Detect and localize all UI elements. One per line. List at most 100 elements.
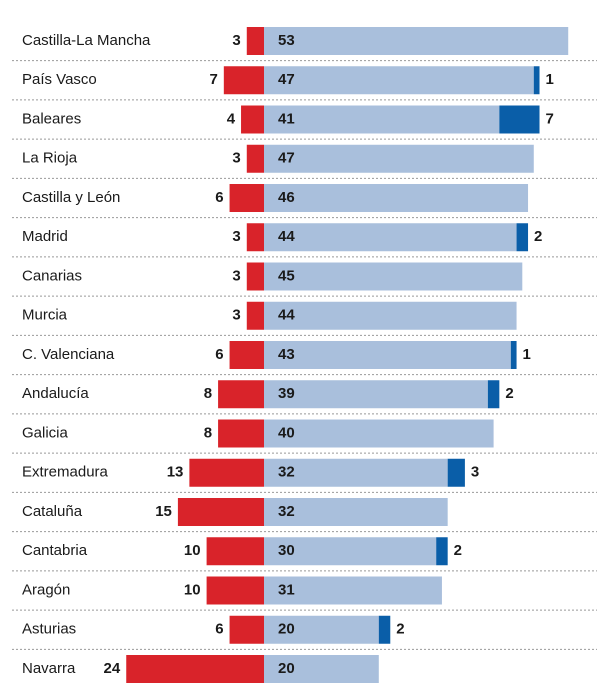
value-label: 3 <box>232 307 240 324</box>
value-label: 40 <box>278 424 295 441</box>
value-label: 15 <box>155 503 172 520</box>
category-label: Aragón <box>22 581 70 598</box>
bar <box>177 498 264 526</box>
value-label: 3 <box>471 464 479 481</box>
value-label: 2 <box>534 228 542 245</box>
bar <box>264 537 437 566</box>
value-label: 41 <box>278 110 295 127</box>
bar <box>264 615 379 644</box>
bar <box>447 458 465 487</box>
value-label: 8 <box>204 385 212 402</box>
value-label: 44 <box>278 307 295 324</box>
bar <box>126 655 265 683</box>
value-label: 4 <box>227 110 236 127</box>
bar <box>264 655 379 683</box>
bar <box>241 105 264 134</box>
value-label: 6 <box>215 189 223 206</box>
bar <box>487 380 500 409</box>
bar <box>246 144 264 173</box>
category-label: Navarra <box>22 660 76 677</box>
value-label: 24 <box>104 660 121 677</box>
value-label: 39 <box>278 385 295 402</box>
value-label: 31 <box>278 581 295 598</box>
category-label: Cantabria <box>22 542 88 559</box>
bar <box>206 537 264 566</box>
category-label: País Vasco <box>22 71 97 88</box>
bar <box>264 458 448 487</box>
value-label: 6 <box>215 346 223 363</box>
value-label: 32 <box>278 503 295 520</box>
bar <box>378 615 391 644</box>
bar <box>218 380 264 409</box>
bar <box>510 341 517 369</box>
bar <box>264 341 511 369</box>
category-label: C. Valenciana <box>22 346 115 363</box>
bar <box>246 223 264 252</box>
category-label: Baleares <box>22 110 81 127</box>
value-label: 53 <box>278 32 295 49</box>
category-label: Murcia <box>22 307 68 324</box>
value-label: 47 <box>278 150 295 167</box>
bar <box>264 184 529 212</box>
category-label: Canarias <box>22 267 82 284</box>
category-label: Cataluña <box>22 503 83 520</box>
bar <box>246 301 264 330</box>
bar <box>264 498 448 526</box>
bar <box>264 27 569 55</box>
bar <box>516 223 529 252</box>
bar <box>264 144 534 173</box>
value-label: 3 <box>232 150 240 167</box>
value-label: 47 <box>278 71 295 88</box>
bar <box>189 458 264 487</box>
bar <box>264 419 494 448</box>
value-label: 3 <box>232 228 240 245</box>
value-label: 43 <box>278 346 295 363</box>
bar <box>264 223 517 252</box>
value-label: 32 <box>278 464 295 481</box>
category-label: Castilla-La Mancha <box>22 32 151 49</box>
bar <box>264 380 488 409</box>
category-label: Extremadura <box>22 464 109 481</box>
bar <box>264 262 523 291</box>
value-label: 2 <box>396 621 404 638</box>
value-label: 3 <box>232 32 240 49</box>
value-label: 6 <box>215 621 223 638</box>
bar <box>264 66 534 95</box>
bar <box>499 105 540 134</box>
value-label: 10 <box>184 542 201 559</box>
value-label: 10 <box>184 581 201 598</box>
bar <box>223 66 264 95</box>
value-label: 7 <box>209 71 217 88</box>
value-label: 44 <box>278 228 295 245</box>
value-label: 1 <box>546 71 554 88</box>
value-label: 20 <box>278 621 295 638</box>
category-label: Asturias <box>22 621 76 638</box>
value-label: 45 <box>278 267 295 284</box>
value-label: 7 <box>546 110 554 127</box>
bar <box>229 341 264 369</box>
category-label: Castilla y León <box>22 189 120 206</box>
value-label: 3 <box>232 267 240 284</box>
category-label: Galicia <box>22 424 69 441</box>
bar <box>229 184 264 212</box>
category-label: Andalucía <box>22 385 89 402</box>
value-label: 8 <box>204 424 212 441</box>
value-label: 2 <box>454 542 462 559</box>
category-label: La Rioja <box>22 150 78 167</box>
bar <box>246 27 264 55</box>
bar <box>533 66 540 95</box>
bar <box>206 576 264 605</box>
value-label: 13 <box>167 464 184 481</box>
bar <box>436 537 448 566</box>
value-label: 20 <box>278 660 295 677</box>
bar <box>264 301 517 330</box>
category-label: Madrid <box>22 228 68 245</box>
bar <box>264 576 442 605</box>
value-label: 46 <box>278 189 295 206</box>
bar <box>264 105 500 134</box>
value-label: 2 <box>505 385 513 402</box>
bar <box>229 615 264 644</box>
bar <box>218 419 264 448</box>
value-label: 1 <box>523 346 531 363</box>
